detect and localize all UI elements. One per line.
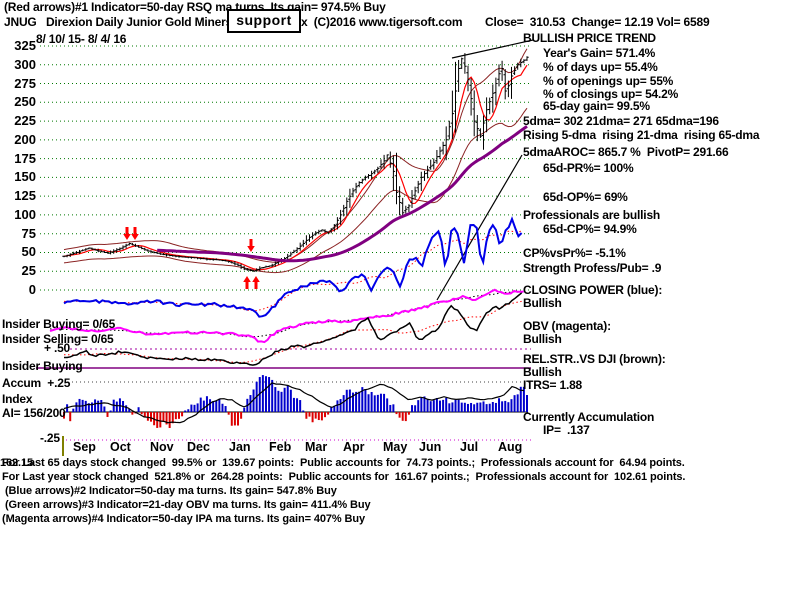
footer-indicator2: (Blue arrows)#2 Indicator=50-day ma turn… bbox=[2, 485, 337, 497]
insider-buying-label: Insider Buying bbox=[2, 359, 83, 373]
y-axis-tick: 75 bbox=[21, 225, 36, 241]
op-65d: 65d-OP%= 69% bbox=[543, 190, 628, 204]
quote-info: Close= 310.53 Change= 12.19 Vol= 6589 bbox=[485, 15, 710, 29]
x-axis-month: Apr bbox=[343, 440, 365, 454]
minus-25-level: -.25 bbox=[40, 431, 60, 445]
relstr-label: REL.STR..VS DJI (brown): bbox=[523, 352, 666, 366]
y-axis-tick: 250 bbox=[14, 94, 36, 110]
pr-65d: 65d-PR%= 100% bbox=[543, 161, 634, 175]
pct-closings-up: % of closings up= 54.2% bbox=[543, 87, 679, 101]
x-axis-month: May bbox=[383, 440, 408, 454]
closing-power-state: Bullish bbox=[523, 296, 562, 310]
trend-headline: BULLISH PRICE TREND bbox=[523, 31, 656, 45]
y-axis-tick: 325 bbox=[14, 37, 36, 53]
support-button-label: support bbox=[236, 12, 292, 28]
insider-selling-count: Insider Selling= 0/65 bbox=[2, 332, 114, 346]
itrs-value: ITRS= 1.88 bbox=[523, 378, 583, 392]
footer-65day-summary-overlay: 162.15 bbox=[0, 457, 34, 469]
y-axis-tick: 200 bbox=[14, 131, 36, 147]
y-axis-tick: 175 bbox=[14, 150, 36, 166]
footer-year-summary: For Last year stock changed 521.8% or 26… bbox=[2, 471, 686, 483]
dma-values: 5dma= 302 21dma= 271 65dma=196 bbox=[523, 114, 719, 128]
copyright-text: x (C)2016 www.tigersoft.com bbox=[301, 15, 463, 29]
x-axis-month: Jun bbox=[419, 440, 442, 454]
gain-65day: 65-day gain= 99.5% bbox=[543, 99, 650, 113]
aroc-pivot: 5dmaAROC= 865.7 % PivotP= 291.66 bbox=[523, 145, 729, 159]
dma-rising: Rising 5-dma rising 21-dma rising 65-dma bbox=[523, 128, 760, 142]
footer-65day-summary: For Last 65 days stock changed 99.5% or … bbox=[2, 457, 685, 469]
y-axis-tick: 0 bbox=[28, 282, 36, 297]
accum-plus25-level: Accum +.25 bbox=[2, 376, 71, 390]
footer-indicator3: (Green arrows)#3 Indicator=21-day OBV ma… bbox=[2, 499, 371, 511]
y-axis-tick: 300 bbox=[14, 56, 36, 72]
professionals-bullish: Professionals are bullish bbox=[523, 208, 661, 222]
y-axis-tick: 225 bbox=[14, 113, 36, 129]
currently-accumulation: Currently Accumulation bbox=[523, 410, 655, 424]
ip-value: IP= .137 bbox=[543, 423, 590, 437]
y-axis-tick: 25 bbox=[21, 263, 36, 279]
y-axis-tick: 275 bbox=[14, 75, 36, 91]
y-axis-tick: 50 bbox=[21, 244, 36, 260]
cp-vs-pr: CP%vsPr%= -5.1% bbox=[523, 246, 626, 260]
relstr-state: Bullish bbox=[523, 365, 562, 379]
footer-indicator4: (Magenta arrows)#4 Indicator=50-day IPA … bbox=[2, 513, 366, 525]
plus-50-level: + .50 bbox=[44, 341, 71, 355]
x-axis-month: Nov bbox=[150, 440, 174, 454]
obv-state: Bullish bbox=[523, 332, 562, 346]
cp-65d: 65d-CP%= 94.9% bbox=[543, 222, 637, 236]
closing-power-label: CLOSING POWER (blue): bbox=[523, 283, 663, 297]
date-range: 8/ 10/ 15- 8/ 4/ 16 bbox=[36, 32, 127, 46]
x-axis-month: Aug bbox=[498, 440, 523, 454]
x-axis-month: Sep bbox=[73, 440, 96, 454]
insider-buying-count: Insider Buying= 0/65 bbox=[2, 317, 116, 331]
indicator1-title: (Red arrows)#1 Indicator=50-day RSQ ma t… bbox=[4, 0, 386, 14]
y-axis-tick: 100 bbox=[14, 206, 36, 222]
obv-label: OBV (magenta): bbox=[523, 319, 611, 333]
years-gain: Year's Gain= 571.4% bbox=[543, 46, 656, 60]
x-axis-month: Jan bbox=[229, 440, 251, 454]
pct-days-up: % of days up= 55.4% bbox=[543, 60, 658, 74]
support-button[interactable]: support bbox=[227, 9, 301, 33]
x-axis-month: Feb bbox=[269, 440, 292, 454]
x-axis-month: Mar bbox=[305, 440, 328, 454]
y-axis-tick: 150 bbox=[14, 169, 36, 185]
y-axis-tick: 125 bbox=[14, 188, 36, 204]
accum-index-label: Index bbox=[2, 392, 33, 406]
x-axis-month: Jul bbox=[460, 440, 479, 454]
ticker-title: JNUG Direxion Daily Junior Gold Miners bbox=[4, 15, 233, 29]
strength-ratio: Strength Profess/Pub= .9 bbox=[523, 261, 662, 275]
pct-openings-up: % of openings up= 55% bbox=[543, 74, 674, 88]
x-axis-month: Dec bbox=[187, 440, 210, 454]
ai-value: AI= 156/200 bbox=[2, 406, 66, 420]
x-axis-month: Oct bbox=[110, 440, 131, 454]
